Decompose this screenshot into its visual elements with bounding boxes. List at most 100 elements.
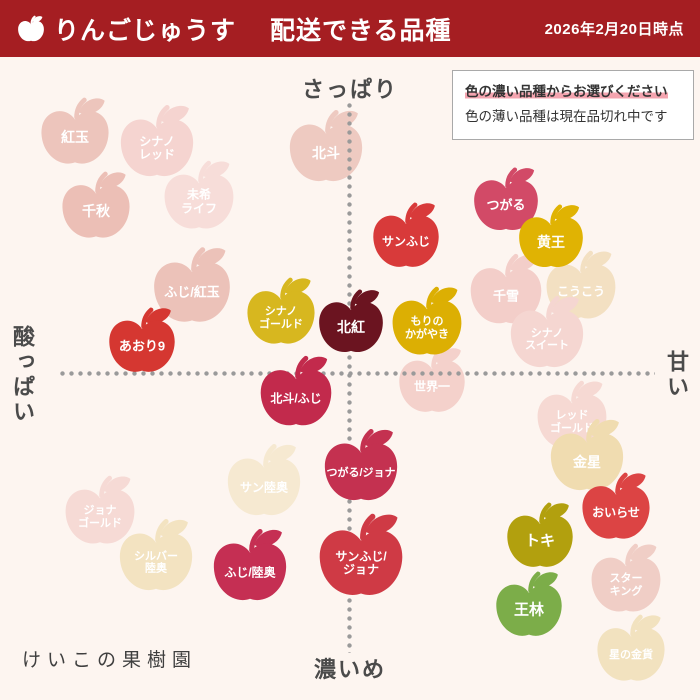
apple-shinano-red: シナノ レッド xyxy=(115,100,199,184)
apple-label: レッド ゴールド xyxy=(550,410,594,435)
site-name: りんごじゅうす xyxy=(54,16,237,45)
apple-sunfuji-jona[interactable]: サンふじ/ ジョナ xyxy=(313,508,409,604)
apple-label: 王林 xyxy=(513,601,544,619)
apple-label: もりの かがやき xyxy=(405,316,449,341)
apple-label: 未希 ライフ xyxy=(180,187,217,216)
apple-label: シナノ ゴールド xyxy=(259,305,303,331)
apple-kiou[interactable]: 黄王 xyxy=(514,200,588,274)
apple-sun-mutsu: サン陸奥 xyxy=(222,439,306,523)
axis-label-suppai: 酸っぱい xyxy=(10,325,35,425)
apple-label: こうこう xyxy=(556,284,605,299)
apple-aori9[interactable]: あおり9 xyxy=(104,303,180,379)
apple-label: 星の金貨 xyxy=(609,649,653,662)
apple-hokuto-fuji[interactable]: 北斗/ふじ xyxy=(255,351,337,433)
apple-icon xyxy=(550,419,624,491)
apple-kinsei: 金星 xyxy=(545,414,629,498)
apple-icon xyxy=(154,247,230,322)
apple-icon xyxy=(164,160,234,229)
apple-icon xyxy=(373,202,439,267)
apple-label: トキ xyxy=(524,532,555,550)
apple-label: 千秋 xyxy=(82,203,110,220)
apple-icon xyxy=(41,97,109,164)
apple-icon xyxy=(120,105,194,177)
apple-icon xyxy=(319,513,403,595)
apple-icon xyxy=(507,502,573,567)
date-note: 2026年2月20日時点 xyxy=(544,21,684,38)
apple-icon xyxy=(213,529,287,601)
apple-label: サン陸奥 xyxy=(239,480,288,494)
apple-icon xyxy=(227,444,301,516)
apple-shinano-sweet: シナノ スイート xyxy=(505,291,589,375)
notice-line-dark: 色の濃い品種からお選びください xyxy=(465,84,668,99)
apple-label: 世界一 xyxy=(413,379,450,394)
apple-icon xyxy=(496,571,562,636)
axis-label-koime: 濃いめ xyxy=(313,657,387,682)
apple-icon xyxy=(519,204,583,268)
apple-morino-kagayaki[interactable]: もりの かがやき xyxy=(387,282,467,362)
axis-label-amai: 甘い xyxy=(664,350,689,400)
apple-label: つがる/ジョナ xyxy=(326,466,396,479)
apple-oirase[interactable]: おいらせ xyxy=(577,468,655,546)
apple-label: シルバー 陸奥 xyxy=(134,550,178,575)
header: りんごじゅうす 配送できる品種 2026年2月20日時点 xyxy=(0,0,700,57)
apple-label: 北紅 xyxy=(337,319,365,336)
apple-jonagold: ジョナ ゴールド xyxy=(60,471,140,551)
apple-icon xyxy=(591,543,661,612)
apple-label: スター キング xyxy=(609,573,643,598)
apple-icon xyxy=(62,171,130,238)
apple-label: あおり9 xyxy=(118,338,166,354)
apple-label: ふじ/陸奥 xyxy=(224,565,276,579)
apple-label: つがる xyxy=(486,197,526,213)
apple-toki[interactable]: トキ xyxy=(502,498,578,574)
apple-label: 黄王 xyxy=(537,234,565,251)
apple-fuji-mutsu[interactable]: ふじ/陸奥 xyxy=(208,524,292,608)
apple-label: サンふじ/ ジョナ xyxy=(335,549,387,577)
apple-shinano-gold[interactable]: シナノ ゴールド xyxy=(242,273,320,351)
notice-line-light: 色の薄い品種は現在品切れ中です xyxy=(465,108,668,124)
apple-hoshi-no-kinka: 星の金貨 xyxy=(592,610,670,688)
apple-label: 北斗 xyxy=(312,144,340,161)
apple-icon xyxy=(65,475,135,544)
apple-label: ふじ/紅玉 xyxy=(164,284,220,300)
notice-box: 色の濃い品種からお選びください 色の薄い品種は現在品切れ中です xyxy=(452,70,694,140)
apple-fuji-kogyoku: ふじ/紅玉 xyxy=(148,242,236,330)
apple-kogyoku: 紅玉 xyxy=(36,93,114,171)
orchard-signature: けいこの果樹園 xyxy=(22,650,198,671)
apple-logo-icon xyxy=(16,14,46,44)
apple-icon xyxy=(510,296,584,368)
apple-silver-mutsu: シルバー 陸奥 xyxy=(114,514,198,598)
apple-label: 北斗/ふじ xyxy=(270,390,322,405)
apple-label: 千雪 xyxy=(492,288,519,304)
apple-icon xyxy=(324,429,398,501)
apple-senshu: 千秋 xyxy=(57,167,135,245)
apple-sun-fuji[interactable]: サンふじ xyxy=(368,198,444,274)
apple-icon xyxy=(392,286,462,355)
page-title: 配送できる品種 xyxy=(270,16,452,45)
apple-icon xyxy=(582,472,650,539)
apple-icon xyxy=(319,289,383,353)
apple-label: ジョナ ゴールド xyxy=(78,505,122,530)
horizontal-axis-dotted-line xyxy=(58,371,655,376)
apple-label: シナノ レッド xyxy=(138,134,175,162)
vertical-axis-dotted-line xyxy=(347,101,352,653)
apple-ourin[interactable]: 王林 xyxy=(491,567,567,643)
axis-label-sappari: さっぱり xyxy=(301,77,399,102)
apple-icon xyxy=(474,167,538,231)
apple-icon xyxy=(260,355,332,426)
apple-hokko[interactable]: 北紅 xyxy=(314,285,388,359)
apple-icon xyxy=(119,519,193,591)
apple-starking: スター キング xyxy=(586,539,666,619)
apple-label: サンふじ xyxy=(381,234,430,249)
apple-label: シナノ スイート xyxy=(525,327,569,352)
apple-tsugaru[interactable]: つがる xyxy=(469,163,543,237)
apple-icon xyxy=(247,277,315,344)
apple-icon xyxy=(597,614,665,681)
apple-label: 金星 xyxy=(573,453,601,470)
apple-icon xyxy=(109,307,175,372)
apple-tsugaru-jona[interactable]: つがる/ジョナ xyxy=(319,424,403,508)
apple-miki-life: 未希 ライフ xyxy=(159,156,239,236)
apple-label: 紅玉 xyxy=(61,129,89,146)
apple-label: おいらせ xyxy=(592,505,640,520)
